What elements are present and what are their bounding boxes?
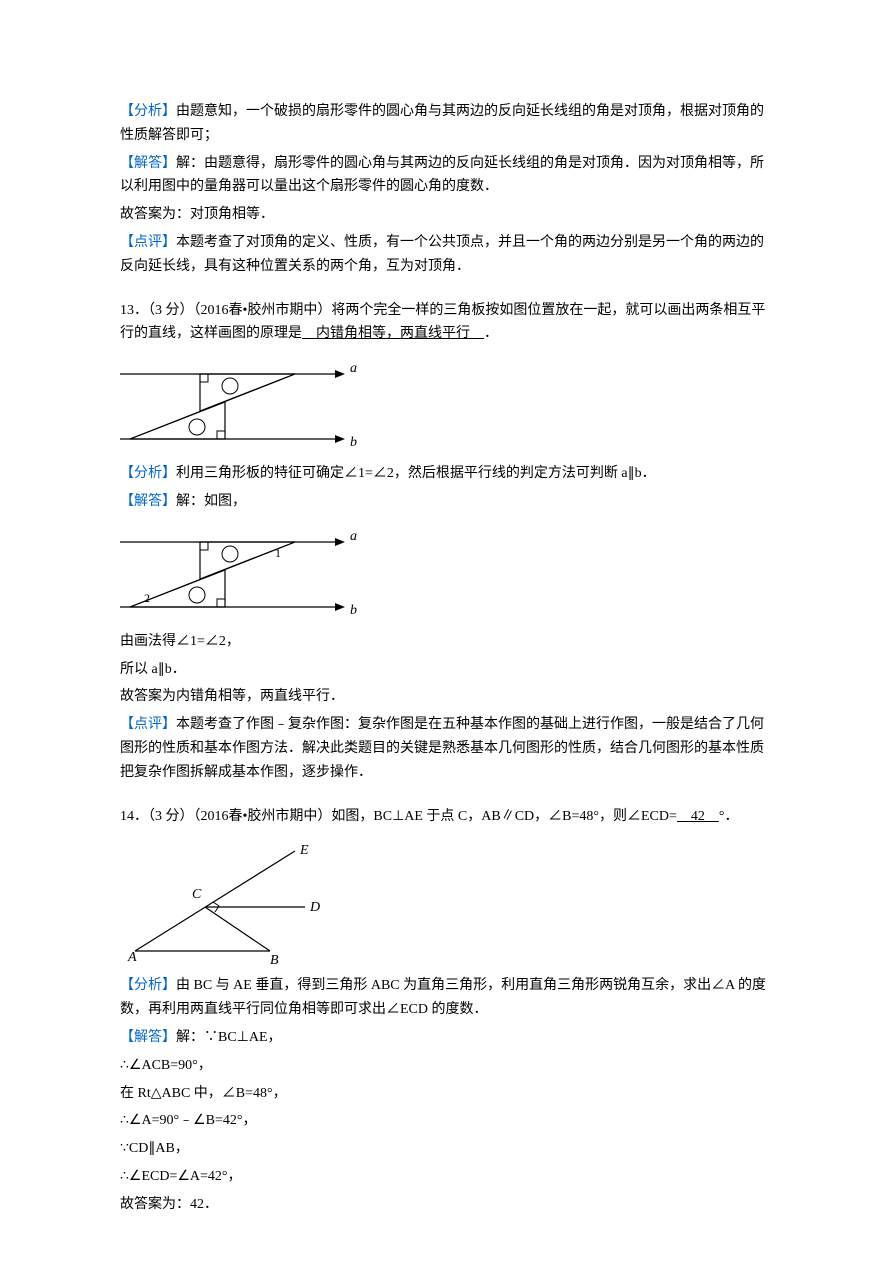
answer-text: 解：如图， <box>176 494 246 509</box>
figure-label-a: a <box>350 361 357 376</box>
question-suffix: ． <box>484 326 498 341</box>
comment-text: 本题考查了作图﹣复杂作图：复杂作图是在五种基本作图的基础上进行作图，一般是结合了… <box>120 717 764 780</box>
figure-label-b: b <box>350 435 357 450</box>
q13-analysis: 【分析】利用三角形板的特征可确定∠1=∠2，然后根据平行线的判定方法可判断 a∥… <box>120 462 772 486</box>
q14-line4: ∵CD∥AB， <box>120 1137 772 1161</box>
answer-text: 解：由题意得，扇形零件的圆心角与其两边的反向延长线组的角是对顶角．因为对顶角相等… <box>120 156 764 195</box>
figure-label-E: E <box>299 843 309 858</box>
q14-figure: A B C D E <box>120 836 772 966</box>
q13-line2: 所以 a∥b． <box>120 658 772 682</box>
q12-answer-conclusion: 故答案为：对顶角相等． <box>120 203 772 227</box>
q13-figure-1: a b <box>120 354 772 454</box>
figure-label-b: b <box>350 603 357 618</box>
q14-line2: 在 Rt△ABC 中，∠B=48°， <box>120 1082 772 1106</box>
q13-comment: 【点评】本题考查了作图﹣复杂作图：复杂作图是在五种基本作图的基础上进行作图，一般… <box>120 713 772 784</box>
q12-analysis: 【分析】由题意知，一个破损的扇形零件的圆心角与其两边的反向延长线组的角是对顶角，… <box>120 100 772 148</box>
figure-label-A: A <box>127 950 137 965</box>
q14-line6: 故答案为：42． <box>120 1193 772 1217</box>
analysis-label: 【分析】 <box>120 466 176 481</box>
figure-label-B: B <box>270 953 279 966</box>
analysis-text: 利用三角形板的特征可确定∠1=∠2，然后根据平行线的判定方法可判断 a∥b． <box>176 466 656 481</box>
q14-analysis: 【分析】由 BC 与 AE 垂直，得到三角形 ABC 为直角三角形，利用直角三角… <box>120 974 772 1022</box>
q12-answer: 【解答】解：由题意得，扇形零件的圆心角与其两边的反向延长线组的角是对顶角．因为对… <box>120 152 772 200</box>
figure-label-a: a <box>350 529 357 544</box>
comment-text: 本题考查了对顶角的定义、性质，有一个公共顶点，并且一个角的两边分别是另一个角的两… <box>120 235 764 274</box>
analysis-text: 由题意知，一个破损的扇形零件的圆心角与其两边的反向延长线组的角是对顶角，根据对顶… <box>120 104 764 143</box>
question-answer: 42 <box>677 809 719 824</box>
comment-label: 【点评】 <box>120 717 176 732</box>
q14-line5: ∴∠ECD=∠A=42°， <box>120 1165 772 1189</box>
question-suffix: °． <box>719 809 739 824</box>
figure-label-D: D <box>309 900 320 915</box>
answer-label: 【解答】 <box>120 1030 176 1045</box>
figure-label-1: 1 <box>275 546 281 560</box>
q12-comment: 【点评】本题考查了对顶角的定义、性质，有一个公共顶点，并且一个角的两边分别是另一… <box>120 231 772 279</box>
question-prefix: 14．（3 分）（2016春•胶州市期中）如图，BC⊥AE 于点 C，AB∥CD… <box>120 809 677 824</box>
q13-figure-2: a b 1 2 <box>120 522 772 622</box>
q13-answer: 【解答】解：如图， <box>120 490 772 514</box>
answer-label: 【解答】 <box>120 494 176 509</box>
q13-question: 13．（3 分）（2016春•胶州市期中）将两个完全一样的三角板按如图位置放在一… <box>120 299 772 347</box>
figure-label-2: 2 <box>144 591 150 605</box>
figure-label-C: C <box>192 887 202 902</box>
comment-label: 【点评】 <box>120 235 176 250</box>
q14-question: 14．（3 分）（2016春•胶州市期中）如图，BC⊥AE 于点 C，AB∥CD… <box>120 805 772 829</box>
answer-text: 解：∵BC⊥AE， <box>176 1030 282 1045</box>
q14-line1: ∴∠ACB=90°， <box>120 1054 772 1078</box>
answer-label: 【解答】 <box>120 156 176 171</box>
q13-line1: 由画法得∠1=∠2， <box>120 630 772 654</box>
q14-line3: ∴∠A=90°﹣∠B=42°， <box>120 1109 772 1133</box>
q13-line3: 故答案为内错角相等，两直线平行． <box>120 685 772 709</box>
q14-answer: 【解答】解：∵BC⊥AE， <box>120 1026 772 1050</box>
analysis-label: 【分析】 <box>120 978 176 993</box>
analysis-text: 由 BC 与 AE 垂直，得到三角形 ABC 为直角三角形，利用直角三角形两锐角… <box>120 978 766 1017</box>
question-answer: 内错角相等，两直线平行 <box>302 326 484 341</box>
analysis-label: 【分析】 <box>120 104 176 119</box>
